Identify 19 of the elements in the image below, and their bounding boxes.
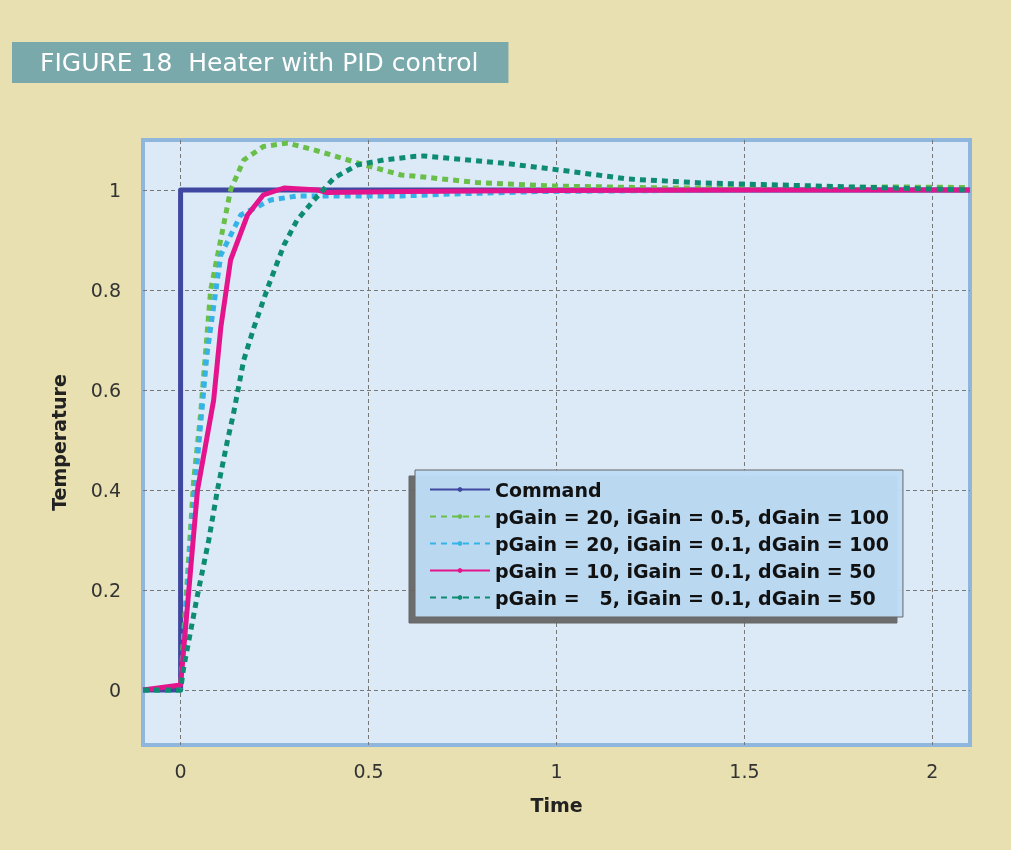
chart-title: FIGURE 18 Heater with PID control <box>40 48 479 77</box>
legend-label: pGain = 20, iGain = 0.1, dGain = 100 <box>495 532 889 555</box>
x-axis-title: Time <box>530 793 583 816</box>
y-tick-label: 0.4 <box>90 479 121 501</box>
y-tick-label: 0.8 <box>90 279 121 301</box>
x-tick-label: 1 <box>550 759 563 782</box>
y-tick-label: 0.2 <box>90 579 121 601</box>
y-tick-label: 1 <box>108 179 121 201</box>
legend-label: pGain = 20, iGain = 0.5, dGain = 100 <box>495 505 889 528</box>
legend-label: Command <box>495 478 602 501</box>
x-tick-label: 1.5 <box>729 759 760 782</box>
x-tick-label: 0 <box>174 759 187 782</box>
x-tick-label: 2 <box>926 759 939 782</box>
y-axis-title: Temperature <box>47 374 70 511</box>
y-tick-label: 0.6 <box>90 379 121 401</box>
legend-label: pGain = 5, iGain = 0.1, dGain = 50 <box>495 586 876 609</box>
x-tick-label: 0.5 <box>353 759 384 782</box>
y-tick-label: 0 <box>108 679 121 701</box>
legend-label: pGain = 10, iGain = 0.1, dGain = 50 <box>495 559 876 582</box>
